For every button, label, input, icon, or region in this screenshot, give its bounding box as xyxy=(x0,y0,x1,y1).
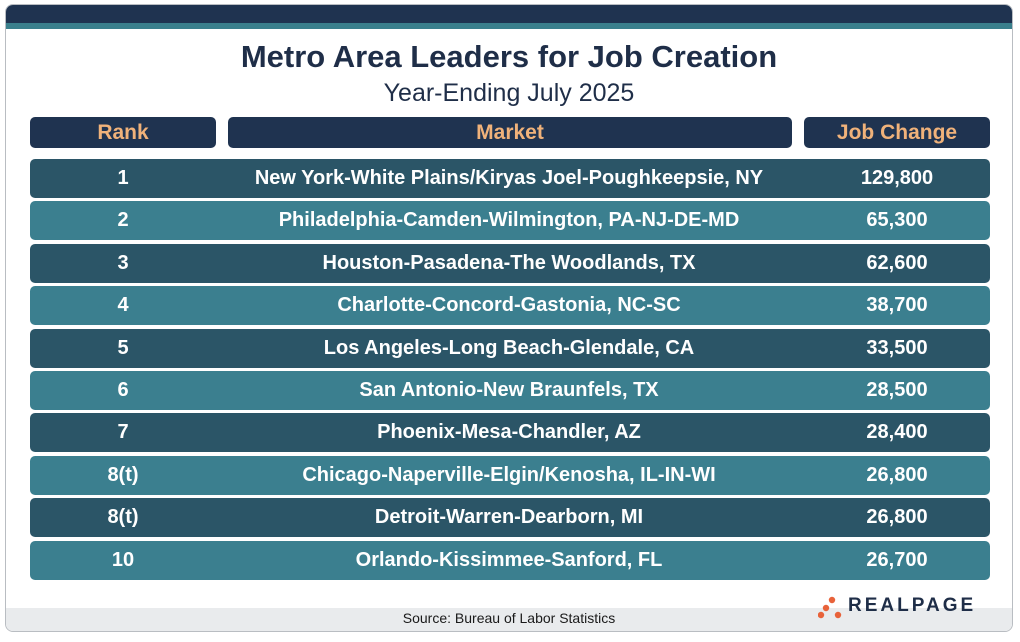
rank-cell: 10 xyxy=(111,548,135,571)
job-change-cell: 26,800 xyxy=(866,506,928,529)
top-banner-accent xyxy=(6,23,1012,29)
rank-cell: 7 xyxy=(117,421,129,444)
market-cell: Philadelphia-Camden-Wilmington, PA-NJ-DE… xyxy=(278,209,740,232)
logo-wordmark: REALPAGE xyxy=(848,595,977,616)
rank-cell: 6 xyxy=(117,379,129,401)
header-rank: Rank xyxy=(30,117,216,148)
rank-cell: 2 xyxy=(117,209,129,232)
table-row: 3 Houston-Pasadena-The Woodlands, TX 62,60… xyxy=(30,243,990,283)
market-cell: Los Angeles-Long Beach-Glendale, CA xyxy=(323,336,695,359)
market-cell: Charlotte-Concord-Gastonia, NC-SC xyxy=(337,294,681,317)
rank-cell: 8(t) xyxy=(107,506,139,529)
job-change-cell: 65,300 xyxy=(866,209,928,232)
market-cell: Chicago-Naperville-Elgin/Kenosha, IL-IN-… xyxy=(302,463,716,486)
job-change-cell: 129,800 xyxy=(860,167,934,189)
rank-cell: 8(t) xyxy=(107,463,139,486)
job-change-cell: 26,800 xyxy=(866,463,928,486)
table-row: 8(t) Detroit-Warren-Dearborn, MI 26,800 xyxy=(30,498,990,538)
footer-bar xyxy=(6,608,1012,631)
market-cell: Detroit-Warren-Dearborn, MI xyxy=(374,506,644,529)
chart-subtitle: Year-Ending July 2025 xyxy=(383,79,635,107)
market-cell: New York-White Plains/Kiryas Joel-Poughk… xyxy=(254,167,764,189)
top-banner xyxy=(6,5,1012,23)
rank-cell: 4 xyxy=(117,294,129,317)
table-row: 7 Phoenix-Mesa-Chandler, AZ 28,400 xyxy=(30,413,990,453)
market-cell: Phoenix-Mesa-Chandler, AZ xyxy=(377,421,641,444)
rank-cell: 3 xyxy=(117,251,129,274)
logo-dots-icon xyxy=(817,596,842,619)
table-row: 4 Charlotte-Concord-Gastonia, NC-SC 38,700 xyxy=(30,286,990,326)
job-change-cell: 62,600 xyxy=(866,251,928,274)
market-cell: Houston-Pasadena-The Woodlands, TX xyxy=(322,251,696,274)
table-row: 10 Orlando-Kissimmee-Sanford, FL 26,700 xyxy=(30,540,990,580)
table-row: 6 San Antonio-New Braunfels, TX 28,500 xyxy=(30,371,990,410)
rank-cell: 1 xyxy=(117,167,129,189)
realpage-logo: REALPAGE xyxy=(817,594,973,620)
table-row: 1 New York-White Plains/Kiryas Joel-Pough… xyxy=(30,159,990,198)
table-row: 5 Los Angeles-Long Beach-Glendale, CA 33,5… xyxy=(30,328,990,368)
market-cell: Orlando-Kissimmee-Sanford, FL xyxy=(355,548,663,571)
chart-frame: Metro Area Leaders for Job Creation Year… xyxy=(5,4,1013,632)
table-row: 2 Philadelphia-Camden-Wilmington, PA-NJ-D… xyxy=(30,201,990,241)
chart-title: Metro Area Leaders for Job Creation xyxy=(240,39,778,74)
job-change-cell: 38,700 xyxy=(866,294,928,317)
job-change-cell: 28,400 xyxy=(866,421,928,444)
job-change-cell: 33,500 xyxy=(866,336,928,359)
table-row: 8(t) Chicago-Naperville-Elgin/Kenosha, IL… xyxy=(30,455,990,495)
job-change-cell: 26,700 xyxy=(866,548,928,571)
source-note: Source: Bureau of Labor Statistics xyxy=(402,610,616,626)
header-job-change: Job Change xyxy=(804,117,990,148)
market-cell: San Antonio-New Braunfels, TX xyxy=(359,379,659,401)
header-market: Market xyxy=(228,117,792,148)
rank-cell: 5 xyxy=(117,336,129,359)
job-change-cell: 28,500 xyxy=(866,379,928,401)
